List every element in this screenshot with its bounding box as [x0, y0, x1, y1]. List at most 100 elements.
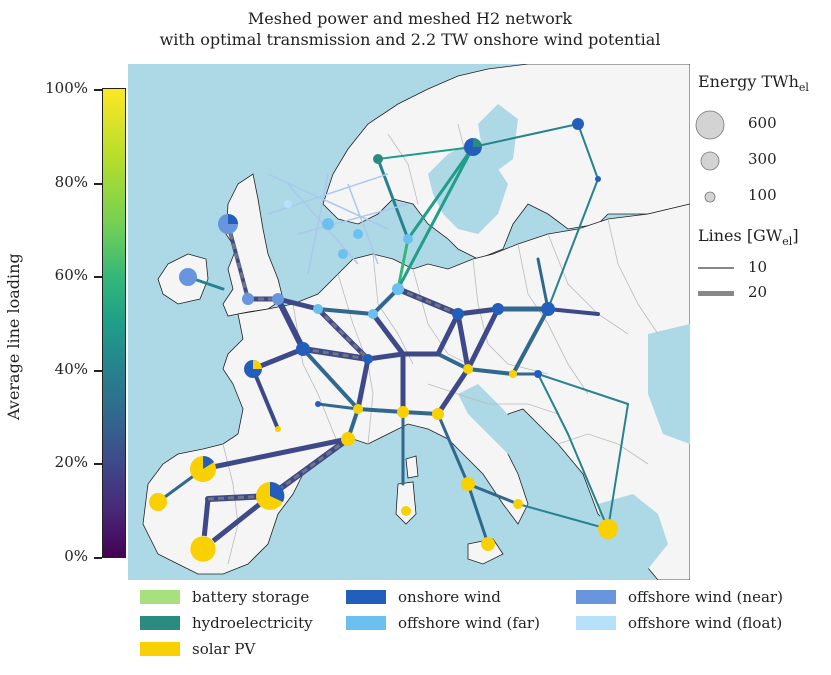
sea-mediterranean: [278, 504, 458, 580]
title-line-2: with optimal transmission and 2.2 TW ons…: [159, 30, 661, 49]
line: [316, 307, 375, 316]
chart-title: Meshed power and meshed H2 network with …: [130, 8, 690, 50]
line: [377, 146, 474, 160]
line-legend-title-text: Lines [GW: [698, 226, 783, 245]
line: [275, 296, 306, 352]
bus-node: [149, 493, 167, 511]
bus-node: [296, 342, 310, 356]
bus-node-slice: [203, 455, 214, 469]
line: [396, 145, 475, 291]
line: [435, 311, 461, 357]
line: [466, 482, 490, 546]
size-legend-circles: [695, 110, 725, 203]
bus-node: [392, 283, 404, 295]
size-legend-subscript: el: [798, 81, 809, 95]
colorbar-label: Average line loading: [4, 253, 23, 420]
colorbar: [102, 88, 126, 558]
legend-swatch: [346, 616, 386, 630]
bus-node: [492, 303, 504, 315]
bus-node: [534, 370, 542, 378]
line: [472, 123, 579, 148]
line: [356, 407, 405, 414]
line: [536, 257, 550, 311]
legend-swatch: [576, 590, 616, 604]
sea-aegean: [598, 494, 668, 569]
line: [577, 123, 599, 180]
legend-onshore-wind: onshore wind: [346, 588, 501, 606]
size-circle-600: [695, 110, 725, 140]
colorbar-tickmark: [94, 183, 102, 185]
line: [546, 307, 600, 316]
bus-node-slice: [253, 360, 262, 369]
colorbar-tick-80: 80%: [54, 173, 88, 191]
line: [301, 347, 360, 411]
line: [547, 178, 599, 310]
bus-node: [179, 268, 197, 286]
line: [376, 157, 410, 241]
line: [455, 306, 501, 317]
line: [396, 237, 410, 291]
legend-battery-storage: battery storage: [140, 588, 309, 606]
legend-swatch: [346, 590, 386, 604]
line: [517, 503, 609, 530]
line: [511, 307, 550, 376]
colorbar-tick-40: 40%: [54, 360, 88, 378]
legend-label: offshore wind (near): [628, 588, 783, 606]
line-legend-title-end: ]: [792, 226, 799, 245]
legend-offshore-wind-float: offshore wind (float): [576, 614, 782, 632]
colorbar-tickmark: [94, 89, 102, 91]
line: [455, 311, 471, 372]
bus-nodes: [149, 118, 618, 563]
bus-node: [363, 354, 373, 364]
europe-network-map: [128, 64, 690, 580]
title-line-1: Meshed power and meshed H2 network: [247, 9, 573, 28]
colorbar-tickmark: [94, 557, 102, 559]
technology-legend: battery storage hydroelectricity solar P…: [128, 586, 828, 666]
legend-offshore-wind-far: offshore wind (far): [346, 614, 540, 632]
line: [436, 352, 470, 371]
legend-label: battery storage: [192, 588, 310, 606]
legend-swatch: [576, 616, 616, 630]
bus-node: [338, 249, 348, 259]
size-legend-title-text: Energy TWh: [698, 72, 799, 91]
bus-node: [432, 408, 444, 420]
line-legend-thin: [698, 267, 734, 269]
bus-node: [189, 535, 217, 563]
line-legend-subscript: el: [782, 235, 793, 249]
bus-node: [397, 406, 409, 418]
land-corsica: [405, 455, 419, 479]
legend-label: solar PV: [192, 640, 256, 658]
line-legend-10: 10: [748, 258, 768, 276]
legend-solar-pv: solar PV: [140, 640, 255, 658]
line: [607, 403, 629, 530]
line: [200, 436, 351, 472]
line: [537, 373, 629, 405]
bus-node: [403, 234, 413, 244]
bus-node: [401, 506, 411, 516]
legend-label: onshore wind: [398, 588, 501, 606]
bus-node: [461, 477, 475, 491]
bus-node: [373, 154, 383, 164]
bus-node-slice: [228, 214, 238, 224]
line: [200, 493, 273, 552]
bus-node: [368, 309, 378, 319]
line-legend-thick: [698, 291, 734, 296]
legend-offshore-wind-near: offshore wind (near): [576, 588, 783, 606]
bus-node: [242, 293, 254, 305]
sea-adriatic: [458, 384, 533, 469]
line-legend-20: 20: [748, 283, 768, 301]
colorbar-tick-60: 60%: [54, 266, 88, 284]
line: [251, 367, 280, 431]
sea-baltic: [428, 144, 508, 234]
bus-node: [595, 176, 601, 182]
sea-black: [648, 324, 690, 444]
bus-node: [275, 426, 281, 432]
colorbar-tick-20: 20%: [54, 453, 88, 471]
size-legend-100: 100: [748, 186, 777, 204]
bus-node: [509, 370, 517, 378]
size-legend-600: 600: [748, 114, 777, 132]
bus-node: [463, 364, 473, 374]
line: [355, 356, 371, 412]
colorbar-tickmark: [94, 370, 102, 372]
line: [537, 373, 569, 435]
